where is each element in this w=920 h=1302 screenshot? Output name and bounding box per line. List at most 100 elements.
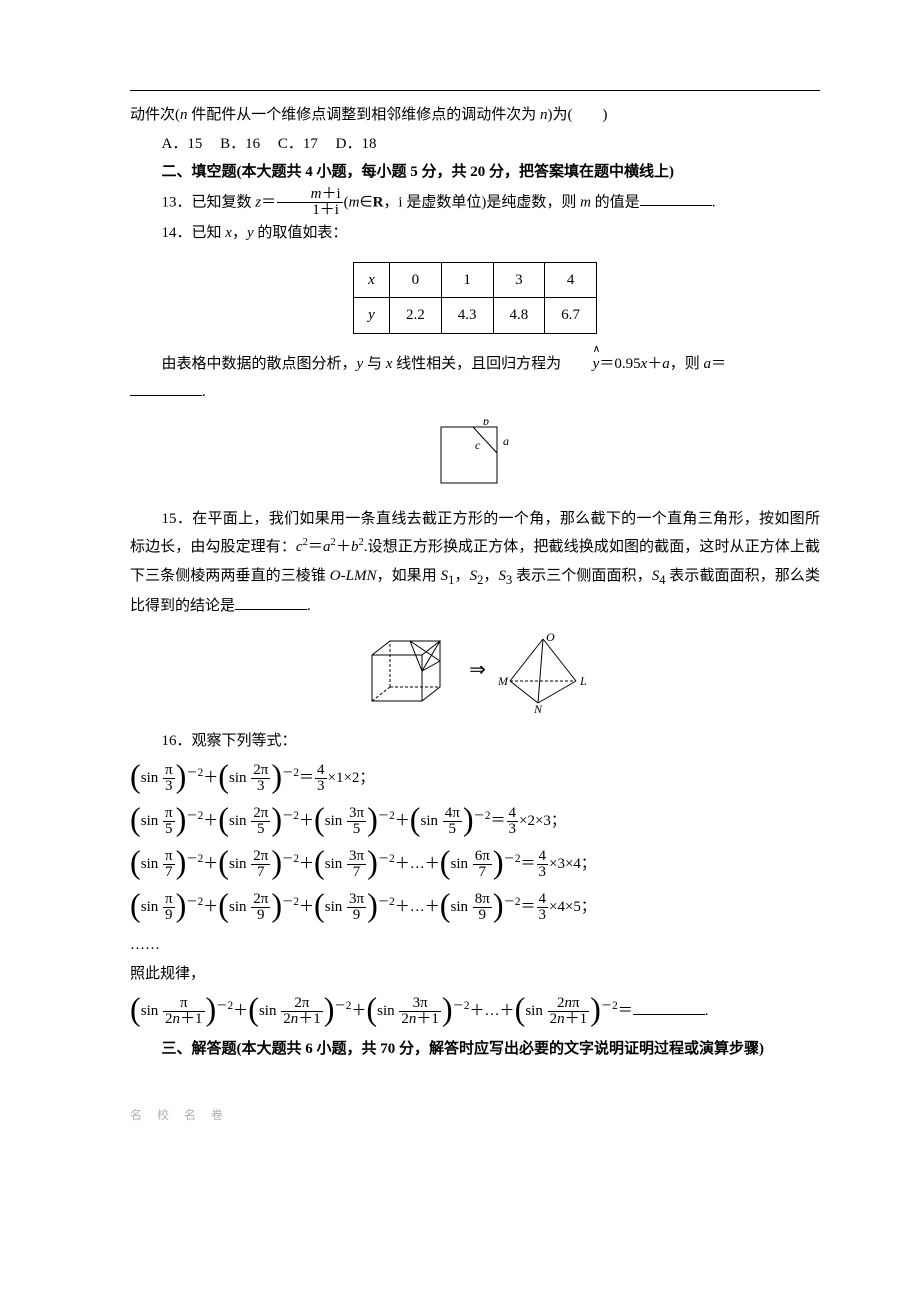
q14-an-a: 由表格中数据的散点图分析， [162, 356, 357, 372]
q16-blank [633, 1000, 705, 1015]
section-2-heading: 二、填空题(本大题共 4 小题，每小题 5 分，共 20 分，把答案填在题中横线… [130, 158, 820, 187]
q15: 15．在平面上，我们如果用一条直线去截正方形的一个角，那么截下的一个直角三角形，… [130, 505, 820, 621]
table-row: x 0 1 3 4 [354, 262, 597, 298]
q15-c2s: ， [483, 568, 498, 584]
q14-mid1: 与 [363, 356, 386, 372]
q15-s3: S [498, 568, 506, 584]
q14-analysis: 由表格中数据的散点图分析，y 与 x 线性相关，且回归方程为y＝0.95x＋a，… [130, 350, 820, 379]
cell: 4.3 [441, 298, 493, 334]
q15-period: . [307, 598, 311, 614]
q13-R: R [373, 194, 384, 210]
q13-in: ∈ [359, 194, 372, 210]
section-3-heading: 三、解答题(本大题共 6 小题，共 70 分，解答时应写出必要的文字说明证明过程… [130, 1035, 820, 1064]
fig-c: c [475, 438, 481, 452]
q13-frac: m＋i1＋i [277, 187, 343, 220]
q14-stem: 14．已知 x，y 的取值如表： [130, 219, 820, 248]
q13-blank [640, 191, 712, 206]
row-y-label: y [354, 298, 390, 334]
q13-tail: ，i 是虚数单位)是纯虚数，则 [383, 194, 580, 210]
fig-a: a [503, 434, 509, 448]
tetra-icon: O M L N [498, 633, 588, 713]
q15-olmn: O-LMN [330, 568, 377, 584]
q14-tail2: ，则 [670, 356, 704, 372]
q15-t3: ，如果用 [376, 568, 440, 584]
q13-den: 1＋i [277, 202, 343, 219]
section-2-text: 二、填空题(本大题共 4 小题，每小题 5 分，共 20 分，把答案填在题中横线… [162, 164, 675, 180]
fig-b: b [483, 419, 489, 428]
q13-eq: ＝ [261, 194, 276, 210]
q16-rule: 照此规律， [130, 960, 820, 989]
q14-a2: a [704, 356, 712, 372]
q14-eq2: ＝ [711, 356, 726, 372]
q12-n2: n [540, 107, 548, 123]
q13-period: . [712, 194, 716, 210]
q16-line: (sin π3)－2＋(sin 2π3)－2＝43×1×2； [130, 759, 820, 798]
cell: 6.7 [545, 298, 597, 334]
arrow-icon: ⇒ [469, 659, 486, 681]
q14-rhsc: a [662, 356, 670, 372]
choice-b: B．16 [220, 136, 260, 152]
q13-m2: m [580, 194, 591, 210]
q13-tail2: 的值是 [591, 194, 640, 210]
cell: 4.8 [493, 298, 545, 334]
cell: 2.2 [390, 298, 442, 334]
q12-choices: A．15 B．16 C．17 D．18 [130, 130, 820, 159]
q14-rhsa: ＝0.95 [599, 356, 640, 372]
q13: 13．已知复数 z＝m＋i1＋i(m∈R，i 是虚数单位)是纯虚数，则 m 的值… [130, 187, 820, 220]
choice-c: C．17 [278, 136, 318, 152]
q14-rhsb: ＋ [647, 356, 662, 372]
q13-pre: 13．已知复数 [162, 194, 256, 210]
page-footer: 名 校 名 卷 [130, 1104, 820, 1127]
q12-prefix: 动件次( [130, 107, 180, 123]
footer-left: 名 校 名 卷 [130, 1104, 229, 1127]
q14-tail: 的取值如表： [254, 225, 348, 241]
fig-O: O [546, 633, 555, 644]
cell: 3 [493, 262, 545, 298]
q12-mid: 件配件从一个维修点调整到相邻维修点的调动件次为 [188, 107, 541, 123]
q12-stem: 动件次(n 件配件从一个维修点调整到相邻维修点的调动件次为 n)为( ) [130, 101, 820, 130]
q14-pre: 14．已知 [162, 225, 226, 241]
cell: 1 [441, 262, 493, 298]
q15-blank [235, 595, 307, 610]
q16-line: (sin π7)－2＋(sin 2π7)－2＋(sin 3π7)－2＋…＋(si… [130, 845, 820, 884]
q16-line: (sin π9)－2＋(sin 2π9)－2＋(sin 3π9)－2＋…＋(si… [130, 888, 820, 927]
q16-line: (sin π5)－2＋(sin 2π5)－2＋(sin 3π5)－2＋(sin … [130, 802, 820, 841]
q14-c: ， [232, 225, 247, 241]
q12-suffix: )为( ) [548, 107, 608, 123]
q14-y: y [247, 225, 254, 241]
q14-blank [130, 381, 202, 396]
q15-c1s: ， [454, 568, 469, 584]
q15-eqs: ＝ [308, 539, 323, 555]
q14-table: x 0 1 3 4 y 2.2 4.3 4.8 6.7 [353, 262, 597, 334]
q15-plus: ＋ [336, 539, 351, 555]
q15-s2: S [470, 568, 478, 584]
section-3-text: 三、解答题(本大题共 6 小题，共 70 分，解答时应写出必要的文字说明证明过程… [162, 1041, 765, 1057]
fig-L: L [579, 674, 587, 688]
q16-equations: (sin π3)－2＋(sin 2π3)－2＝43×1×2； (sin π5)－2… [130, 759, 820, 927]
q14-blank-line: . [130, 378, 820, 407]
top-rule [130, 90, 820, 91]
q13-num-i: ＋i [321, 186, 340, 202]
q16-dots: …… [130, 931, 820, 960]
cube-icon [362, 635, 457, 711]
choice-d: D．18 [336, 136, 377, 152]
q14-period: . [202, 384, 206, 400]
q14-mid2: 线性相关，且回归方程为 [392, 356, 561, 372]
fig-N: N [533, 702, 543, 713]
row-x-label: x [354, 262, 390, 298]
q15-a: a [323, 539, 331, 555]
fig-M: M [498, 674, 509, 688]
cell: 0 [390, 262, 442, 298]
q16-final: (sin π2n＋1)－2＋(sin 2π2n＋1)－2＋(sin 3π2n＋1… [130, 992, 820, 1031]
choice-a: A．15 [162, 136, 203, 152]
q16-head: 16．观察下列等式： [130, 727, 820, 756]
table-row: y 2.2 4.3 4.8 6.7 [354, 298, 597, 334]
q13-m: m [349, 194, 360, 210]
q15-t4: 表示三个侧面面积， [512, 568, 652, 584]
square-cut-icon: b a c [433, 419, 517, 491]
q13-num-m: m [311, 186, 322, 202]
y-hat-icon: y [561, 350, 599, 379]
q14-figure: b a c [130, 419, 820, 491]
cell: 4 [545, 262, 597, 298]
q15-figure: ⇒ O M L N [130, 633, 820, 713]
